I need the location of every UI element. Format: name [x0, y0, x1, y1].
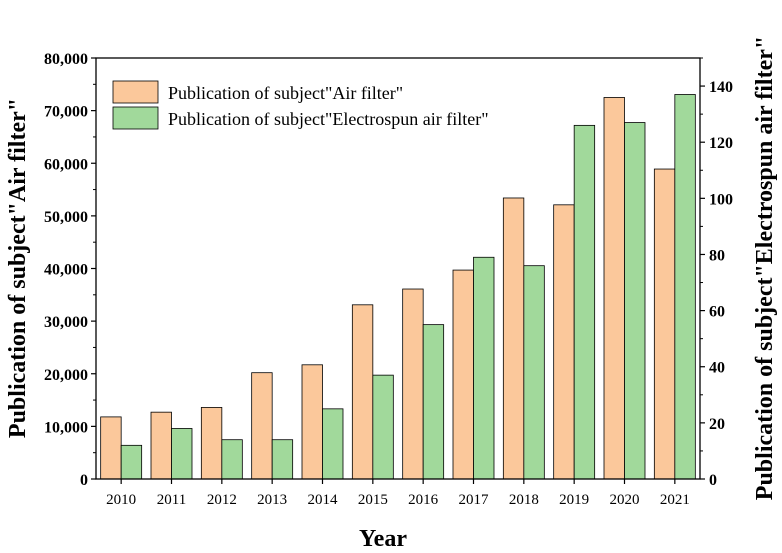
bar-electrospun-2014 [322, 408, 344, 480]
x-tick-label-2010: 2010 [106, 492, 136, 508]
y-tick-label-left: 60,000 [44, 156, 88, 173]
bar-air-filter-2018 [502, 197, 525, 480]
bar-electrospun-2017 [473, 256, 495, 480]
bar-air-filter-2015 [351, 304, 374, 480]
y-tick-label-left: 30,000 [44, 314, 88, 331]
bar-electrospun-2012 [221, 439, 243, 480]
legend-swatch-electrospun [112, 106, 159, 130]
x-tick-label-2014: 2014 [308, 492, 339, 508]
legend-swatch-air-filter [112, 80, 159, 104]
x-tick-label-2016: 2016 [408, 492, 439, 508]
bar-air-filter-2016 [402, 288, 424, 480]
bar-electrospun-2019 [573, 124, 596, 480]
bar-electrospun-2016 [422, 324, 445, 480]
y-tick-label-left: 10,000 [44, 419, 88, 436]
y-tick-label-right: 80 [709, 247, 725, 264]
bar-air-filter-2012 [200, 407, 223, 480]
bar-electrospun-2021 [674, 94, 696, 480]
x-axis-title: Year [359, 526, 407, 552]
bar-air-filter-2019 [553, 204, 575, 480]
y-tick-label-right: 0 [709, 472, 717, 489]
y-tick-label-left: 40,000 [44, 262, 88, 279]
y-tick-label-right: 120 [709, 135, 733, 152]
bar-electrospun-2013 [271, 439, 294, 480]
bar-air-filter-2011 [150, 411, 172, 480]
x-tick-label-2013: 2013 [257, 492, 287, 508]
bar-air-filter-2020 [603, 97, 625, 480]
y-tick-label-right: 60 [709, 304, 725, 321]
bar-air-filter-2021 [653, 168, 676, 480]
bar-air-filter-2013 [251, 372, 273, 480]
bar-electrospun-2018 [523, 265, 545, 480]
x-tick-label-2017: 2017 [459, 492, 490, 508]
x-tick-label-2015: 2015 [358, 492, 388, 508]
y-tick-label-right: 140 [709, 79, 733, 96]
x-tick-label-2020: 2020 [610, 492, 640, 508]
legend: Publication of subject"Air filter" Publi… [112, 80, 489, 130]
legend-label-air-filter: Publication of subject"Air filter" [168, 83, 403, 103]
x-tick-label-2011: 2011 [157, 492, 186, 508]
y-tick-label-right: 20 [709, 416, 725, 433]
y-tick-label-right: 40 [709, 360, 725, 377]
bar-electrospun-2010 [120, 444, 143, 480]
ticks-layer: 2010 2011 2012 2013 2014 2015 2016 2017 2018 2019… [44, 51, 733, 508]
legend-label-electrospun: Publication of subject"Electrospun air f… [168, 109, 489, 129]
bar-air-filter-2010 [100, 416, 122, 480]
y-tick-label-left: 70,000 [44, 104, 88, 121]
y-axis-title-left: Publication of subject"Air filter" [5, 98, 31, 438]
y-tick-label-right: 100 [709, 191, 733, 208]
bar-electrospun-2015 [372, 374, 394, 480]
x-tick-label-2021: 2021 [660, 492, 690, 508]
bar-electrospun-2011 [171, 428, 193, 480]
y-tick-label-left: 80,000 [44, 51, 88, 68]
bars-layer [100, 94, 696, 480]
bar-electrospun-2020 [624, 122, 646, 480]
x-tick-label-2012: 2012 [207, 492, 237, 508]
bar-air-filter-2014 [301, 364, 323, 480]
bar-air-filter-2017 [452, 269, 474, 480]
y-tick-label-left: 50,000 [44, 209, 88, 226]
x-tick-label-2019: 2019 [559, 492, 589, 508]
y-tick-label-left: 20,000 [44, 367, 88, 384]
y-axis-title-right: Publication of subject"Electrospun air f… [752, 36, 778, 500]
y-tick-label-left: 0 [80, 472, 88, 489]
x-tick-label-2018: 2018 [509, 492, 539, 508]
